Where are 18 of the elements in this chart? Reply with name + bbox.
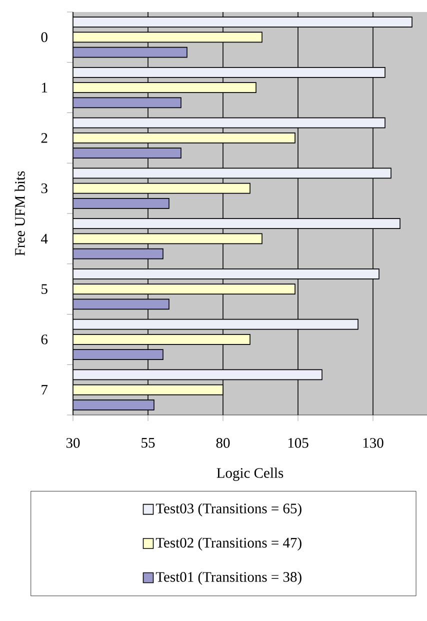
y-tick-label: 6 — [41, 334, 48, 344]
y-tick-label: 0 — [41, 32, 48, 42]
x-tick-label: 55 — [142, 438, 155, 448]
x-tick-label: 105 — [288, 438, 308, 448]
legend-label: Test01 (Transitions = 38) — [156, 572, 302, 585]
legend-label: Test02 (Transitions = 47) — [156, 537, 302, 551]
x-tick-label: 80 — [216, 438, 230, 448]
y-axis-title: Free UFM bits — [14, 171, 25, 256]
legend-label: Test03 (Transitions = 65) — [156, 503, 302, 516]
y-tick-label: 3 — [41, 183, 48, 194]
y-tick-label: 1 — [42, 82, 48, 92]
y-tick-label: 4 — [41, 234, 48, 244]
y-tick-label: 2 — [41, 133, 48, 143]
y-tick-label: 5 — [42, 284, 48, 294]
x-tick-label: 30 — [66, 438, 80, 448]
y-tick-label: 7 — [42, 385, 48, 395]
x-tick-label: 130 — [363, 438, 384, 448]
x-axis-title: Logic Cells — [216, 468, 284, 481]
